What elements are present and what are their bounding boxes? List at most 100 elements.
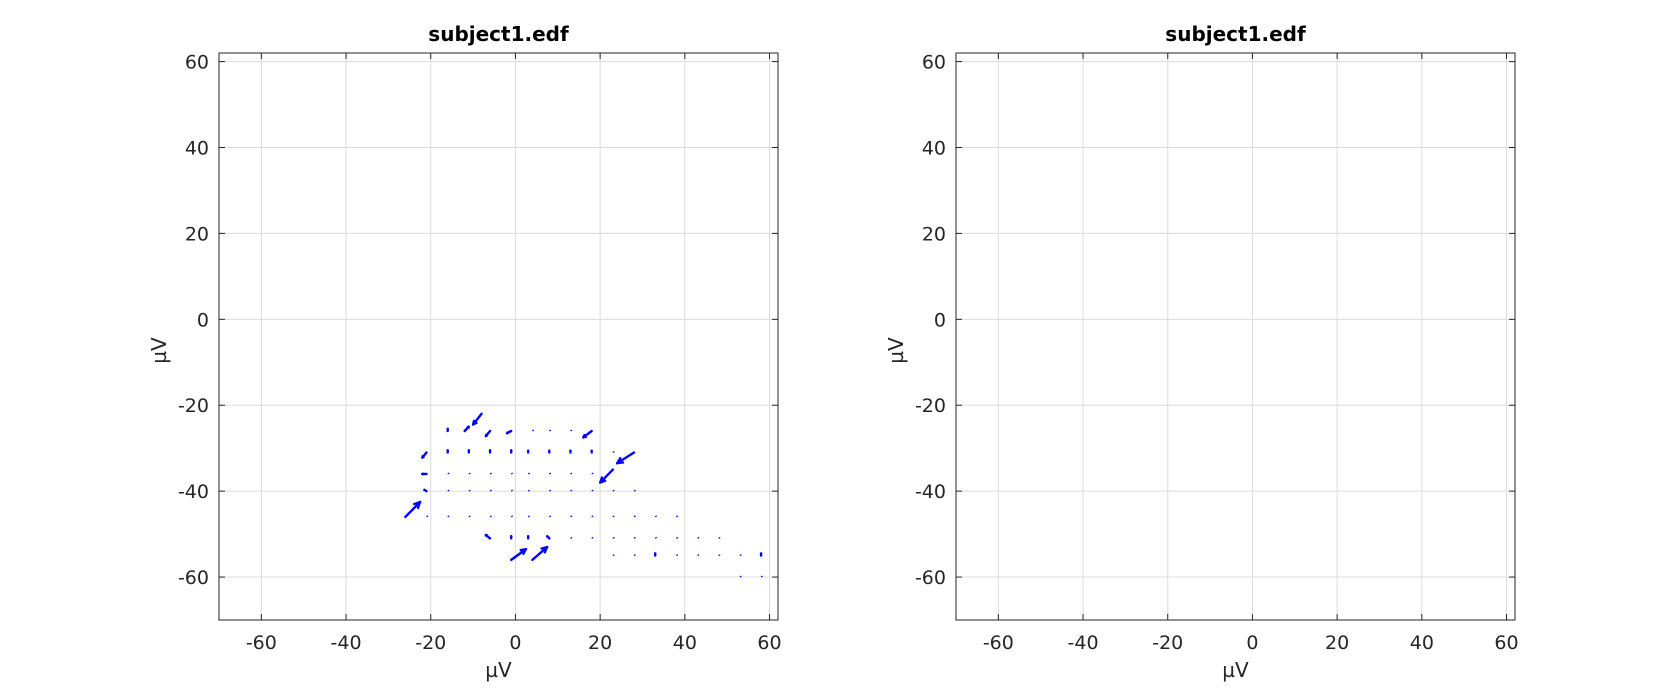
quiver-arrow: [570, 489, 573, 492]
quiver-arrow: [697, 554, 700, 557]
left-y-tick-label: -20: [178, 395, 209, 417]
quiver-arrow: [570, 472, 573, 475]
quiver-arrow: [591, 515, 594, 518]
quiver-arrow: [463, 425, 471, 433]
quiver-arrow: [510, 515, 514, 518]
quiver-arrow: [739, 575, 742, 578]
quiver-arrow: [654, 515, 658, 518]
quiver-arrow: [488, 449, 492, 454]
left-quiver: [404, 412, 763, 578]
right-y-tick-label: 0: [934, 309, 946, 331]
quiver-arrow: [510, 489, 514, 492]
quiver-arrow: [489, 472, 492, 475]
left-axes-xlabel: µV: [485, 658, 512, 682]
quiver-arrow: [759, 552, 763, 557]
left-x-tick-label: -40: [331, 632, 362, 654]
quiver-arrow: [509, 535, 513, 540]
left-x-tick-label: -20: [415, 632, 446, 654]
right-x-tick-label: 20: [1325, 632, 1349, 654]
quiver-arrow: [653, 552, 657, 557]
left-x-tick-label: 40: [673, 632, 697, 654]
left-x-tick-label: -60: [246, 632, 277, 654]
quiver-arrow: [489, 489, 492, 492]
quiver-arrow: [591, 489, 594, 492]
right-axes-xlabel: µV: [1222, 658, 1249, 682]
left-y-tick-label: 60: [185, 52, 209, 74]
quiver-arrow: [527, 489, 530, 492]
quiver-arrow: [489, 515, 492, 518]
quiver-arrow: [468, 472, 471, 475]
quiver-arrow: [527, 515, 530, 518]
right-x-tick-label: -20: [1152, 632, 1183, 654]
right-axes-title: subject1.edf: [1165, 22, 1306, 46]
quiver-arrow: [590, 449, 593, 454]
right-grid: [956, 53, 1515, 620]
left-x-tick-label: 20: [588, 632, 612, 654]
left-y-tick-label: -60: [178, 567, 209, 589]
right-x-tick-label: 40: [1410, 632, 1434, 654]
right-x-tick-label: -40: [1068, 632, 1099, 654]
quiver-arrow: [484, 429, 492, 438]
quiver-arrow: [718, 554, 721, 557]
quiver-arrow: [612, 554, 615, 557]
right-axes-box: [955, 52, 1516, 621]
quiver-arrow: [447, 515, 450, 518]
quiver-arrow: [612, 489, 615, 492]
quiver-arrow: [548, 429, 552, 432]
quiver-arrow: [446, 449, 449, 454]
quiver-arrow: [676, 554, 679, 557]
quiver-arrow: [591, 472, 594, 475]
quiver-arrow: [654, 536, 658, 539]
quiver-arrow: [510, 472, 514, 475]
quiver-arrow: [718, 536, 721, 539]
quiver-arrow: [467, 449, 471, 454]
right-y-tick-label: -40: [915, 481, 946, 503]
quiver-arrow: [426, 515, 429, 518]
quiver-arrow: [446, 427, 449, 433]
right-x-tick-label: 0: [1246, 632, 1258, 654]
quiver-arrow: [532, 429, 535, 432]
quiver-arrow: [468, 515, 471, 518]
right-y-tick-label: -60: [915, 567, 946, 589]
quiver-arrow: [612, 515, 615, 518]
quiver-arrow: [404, 500, 422, 519]
quiver-arrow: [615, 451, 636, 465]
quiver-arrow: [633, 536, 636, 539]
left-grid: [219, 53, 778, 620]
right-x-tick-label: 60: [1494, 632, 1518, 654]
quiver-arrow: [612, 450, 615, 453]
quiver-arrow: [548, 515, 552, 518]
quiver-arrow: [570, 429, 573, 432]
left-axes-box: [218, 52, 779, 621]
quiver-arrow: [581, 429, 593, 439]
quiver-arrow: [531, 545, 549, 562]
quiver-arrow: [468, 489, 471, 492]
right-axes: subject1.edf µV µV -60 -40 -20 0 20 40 60 60 40 2…: [884, 22, 1519, 682]
left-axes-title: subject1.edf: [428, 22, 569, 46]
quiver-arrow: [569, 449, 572, 454]
right-y-tick-label: 20: [922, 223, 946, 245]
quiver-arrow: [510, 547, 528, 562]
right-y-tick-label: 60: [922, 52, 946, 74]
left-x-tick-label: 0: [509, 632, 521, 654]
left-y-tick-label: 20: [185, 223, 209, 245]
quiver-arrow: [570, 536, 573, 539]
quiver-arrow: [505, 429, 513, 435]
quiver-arrow: [676, 536, 679, 539]
quiver-arrow: [591, 536, 594, 539]
quiver-arrow: [548, 489, 552, 492]
quiver-arrow: [760, 575, 763, 578]
quiver-arrow: [471, 412, 483, 426]
quiver-arrow: [484, 533, 492, 540]
quiver-arrow: [526, 535, 530, 540]
quiver-arrow: [423, 488, 428, 493]
left-axes: subject1.edf µV µV -60 -40 -20 0 20 40 60 60 40 2…: [147, 22, 782, 682]
quiver-arrow: [612, 536, 615, 539]
quiver-arrow: [447, 472, 450, 475]
quiver-arrow: [421, 451, 428, 459]
left-y-tick-label: 40: [185, 138, 209, 160]
quiver-arrow: [546, 535, 551, 540]
right-axes-ylabel: µV: [884, 337, 908, 364]
